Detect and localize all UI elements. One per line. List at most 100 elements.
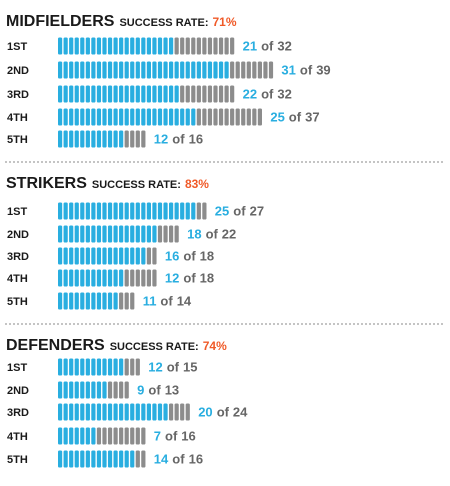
strikers-row-2nd-success-mark-7 bbox=[91, 225, 96, 243]
defenders-row-3rd-success-mark-10 bbox=[107, 403, 113, 421]
midfielders-row-3rd-miss-mark-31 bbox=[224, 85, 229, 103]
strikers-row-3rd-success-mark-12 bbox=[119, 247, 124, 265]
defenders-row-3rd-label: 3RD bbox=[7, 407, 29, 419]
midfielders-row-4th-success-mark-3 bbox=[69, 108, 74, 126]
defenders-row-2nd-success-mark-8 bbox=[96, 381, 102, 399]
defenders-row-5th-success-mark-2 bbox=[63, 450, 68, 468]
midfielders-row-2nd-success-mark-29 bbox=[213, 61, 218, 79]
midfielders-row-2nd-success-mark-21 bbox=[169, 61, 174, 79]
strikers-row-1st-success-mark-13 bbox=[124, 202, 129, 220]
midfielders-row-4th-success-mark-9 bbox=[102, 108, 107, 126]
midfielders-row-5th-success-mark-9 bbox=[102, 130, 107, 148]
strikers-row-4th-success-mark-6 bbox=[85, 269, 90, 287]
defenders-row-5th-success-mark-5 bbox=[80, 450, 85, 468]
defenders-row-5th-success-mark-14 bbox=[130, 450, 135, 468]
defenders-row-5th-miss-mark-15 bbox=[135, 450, 140, 468]
strikers-row-2nd-success-mark-16 bbox=[141, 225, 146, 243]
midfielders-row-4th-success-mark-18 bbox=[152, 108, 157, 126]
midfielders-row-3rd-success-mark-18 bbox=[152, 85, 157, 103]
midfielders-row-2nd-success-mark-28 bbox=[207, 61, 213, 79]
midfielders-row-1st-label: 1ST bbox=[7, 41, 27, 53]
midfielders-row-2nd-miss-mark-34 bbox=[241, 61, 246, 79]
strikers-row-4th-success-mark-2 bbox=[63, 269, 68, 287]
midfielders-row-3rd-success-mark-5 bbox=[80, 85, 85, 103]
midfielders-row-4th-success-mark-10 bbox=[107, 108, 113, 126]
strikers-row-3rd-success-mark-16 bbox=[141, 247, 146, 265]
defenders-row-3rd-success-mark-19 bbox=[157, 403, 163, 421]
defenders-row-5th-of-word: of bbox=[172, 452, 185, 467]
strikers-row-3rd-success-mark-7 bbox=[91, 247, 96, 265]
midfielders-row-4th-success-mark-4 bbox=[74, 108, 79, 126]
strikers-row-4th-success-mark-1 bbox=[58, 269, 63, 287]
midfielders-row-1st-success-mark-12 bbox=[119, 37, 124, 55]
midfielders-row-1st-success-value: 21 bbox=[243, 39, 257, 54]
defenders-row-1st-miss-mark-13 bbox=[124, 358, 129, 376]
defenders-row-1st-success-mark-5 bbox=[80, 358, 85, 376]
defenders-subtitle: SUCCESS RATE: bbox=[110, 341, 199, 353]
strikers-row-2nd-success-mark-15 bbox=[135, 225, 140, 243]
midfielders-row-1st-miss-mark-23 bbox=[180, 37, 185, 55]
defenders-row-2nd-success-mark-7 bbox=[91, 381, 96, 399]
strikers-row-1st-success-mark-11 bbox=[113, 202, 118, 220]
midfielders-row-3rd-success-mark-12 bbox=[119, 85, 124, 103]
strikers-row-3rd-success-mark-2 bbox=[63, 247, 68, 265]
midfielders-row-4th-label: 4TH bbox=[7, 112, 28, 124]
midfielders-row-1st-miss-mark-31 bbox=[224, 37, 229, 55]
defenders-row-5th-success-mark-1 bbox=[58, 450, 63, 468]
strikers-row-3rd-success-mark-13 bbox=[124, 247, 129, 265]
midfielders-row-3rd-miss-mark-27 bbox=[202, 85, 207, 103]
midfielders-row-1st-success-mark-13 bbox=[124, 37, 129, 55]
midfielders-row-2nd-miss-mark-37 bbox=[257, 61, 262, 79]
midfielders-row-5th-miss-mark-14 bbox=[130, 130, 135, 148]
defenders-row-2nd-success-mark-5 bbox=[80, 381, 85, 399]
strikers-row-2nd-success-mark-18 bbox=[152, 225, 157, 243]
midfielders-row-1st-miss-mark-27 bbox=[202, 37, 207, 55]
strikers-row-3rd-of-word: of bbox=[183, 249, 196, 264]
midfielders-row-2nd-success-mark-27 bbox=[202, 61, 207, 79]
midfielders-row-2nd-success-mark-18 bbox=[152, 61, 157, 79]
strikers-row-2nd-success-mark-5 bbox=[80, 225, 85, 243]
defenders-row-4th-miss-mark-14 bbox=[130, 427, 135, 445]
midfielders-row-5th-success-mark-3 bbox=[69, 130, 74, 148]
defenders-row-5th-success-mark-7 bbox=[91, 450, 96, 468]
midfielders-row-5th-total-value: 16 bbox=[189, 132, 203, 147]
defenders-row-4th-success-mark-3 bbox=[69, 427, 74, 445]
strikers-row-3rd-success-mark-9 bbox=[102, 247, 107, 265]
defenders-row-4th-success-mark-1 bbox=[58, 427, 63, 445]
midfielders-row-3rd-miss-mark-29 bbox=[213, 85, 218, 103]
defenders-row-1st-success-mark-3 bbox=[69, 358, 74, 376]
midfielders-row-1st-success-mark-7 bbox=[91, 37, 96, 55]
strikers-row-2nd-of-word: of bbox=[206, 227, 219, 242]
midfielders-row-2nd-success-mark-11 bbox=[113, 61, 118, 79]
midfielders-row-2nd-success-mark-9 bbox=[102, 61, 107, 79]
strikers-row-5th-total-value: 14 bbox=[177, 294, 192, 309]
midfielders-row-1st-of-word: of bbox=[261, 39, 274, 54]
midfielders-row-4th-success-mark-7 bbox=[91, 108, 96, 126]
midfielders-row-3rd-success-mark-3 bbox=[69, 85, 74, 103]
strikers-row-5th-of-word: of bbox=[160, 294, 173, 309]
defenders-row-3rd-success-mark-13 bbox=[124, 403, 129, 421]
strikers-row-2nd-success-mark-3 bbox=[69, 225, 74, 243]
midfielders-row-3rd-success-mark-2 bbox=[63, 85, 68, 103]
defenders-row-3rd-success-mark-6 bbox=[85, 403, 90, 421]
midfielders-row-1st-success-mark-19 bbox=[157, 37, 163, 55]
defenders-row-5th-success-mark-4 bbox=[74, 450, 79, 468]
midfielders-row-4th-miss-mark-30 bbox=[218, 108, 224, 126]
defenders-row-1st-success-value: 12 bbox=[148, 360, 162, 375]
strikers-title: STRIKERS bbox=[6, 175, 87, 192]
midfielders-row-2nd-label: 2ND bbox=[7, 65, 29, 77]
strikers-row-5th-success-value: 11 bbox=[143, 294, 157, 309]
strikers-row-2nd-label: 2ND bbox=[7, 229, 29, 241]
strikers-row-1st-success-mark-20 bbox=[163, 202, 168, 220]
strikers-row-4th-success-value: 12 bbox=[165, 271, 179, 286]
strikers-row-2nd-miss-mark-22 bbox=[174, 225, 179, 243]
midfielders-row-2nd-success-mark-4 bbox=[74, 61, 79, 79]
midfielders-row-2nd-success-mark-3 bbox=[69, 61, 74, 79]
midfielders-row-5th-miss-mark-16 bbox=[141, 130, 146, 148]
defenders-row-5th-success-mark-6 bbox=[85, 450, 90, 468]
midfielders-row-5th-success-mark-2 bbox=[63, 130, 68, 148]
midfielders-row-4th-success-mark-13 bbox=[124, 108, 129, 126]
defenders-row-3rd-success-mark-18 bbox=[152, 403, 157, 421]
defenders-row-4th-label: 4TH bbox=[7, 431, 28, 443]
defenders-row-4th-success-value: 7 bbox=[154, 429, 161, 444]
